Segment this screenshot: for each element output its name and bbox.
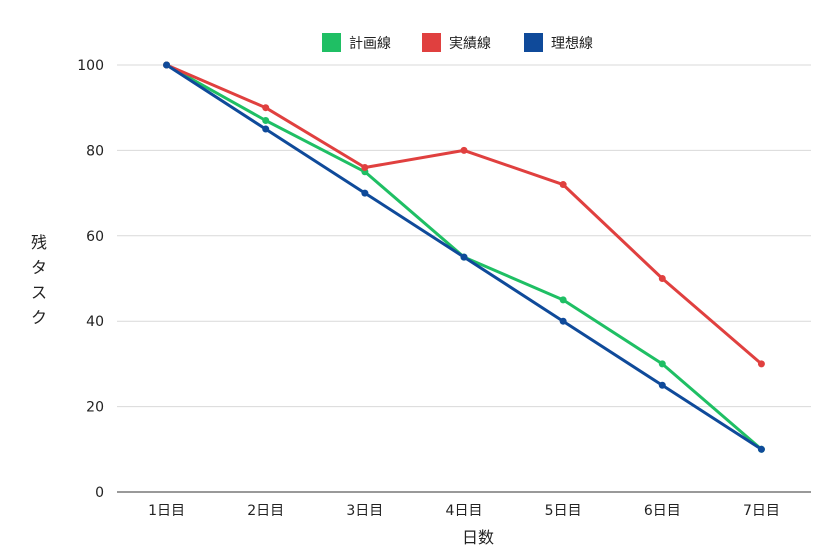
y-axis-ticks: 0 20 40 60 80 100	[77, 58, 104, 501]
y-tick-label: 0	[95, 485, 104, 501]
data-point	[460, 146, 468, 154]
data-point	[262, 104, 270, 112]
legend: 計画線 実績線 理想線	[322, 33, 593, 52]
data-point	[559, 317, 567, 325]
x-tick-label: 5日目	[545, 503, 582, 519]
legend-swatch	[422, 33, 441, 52]
x-tick-label: 7日目	[743, 503, 780, 519]
y-tick-label: 80	[86, 143, 104, 159]
data-point	[658, 381, 666, 389]
gridlines	[117, 64, 811, 408]
y-tick-label: 100	[77, 58, 104, 74]
data-point	[757, 360, 765, 368]
data-point	[658, 275, 666, 282]
y-axis-title-char: ク	[31, 308, 47, 327]
y-tick-label: 40	[86, 314, 104, 330]
x-tick-label: 1日目	[148, 503, 185, 519]
series-line-1	[166, 63, 763, 366]
legend-label: 理想線	[551, 36, 593, 52]
x-tick-label: 2日目	[247, 503, 284, 519]
data-point	[460, 253, 468, 261]
data-point	[658, 360, 666, 368]
data-point	[361, 189, 369, 197]
data-point	[757, 445, 765, 453]
y-axis-title-char: ス	[31, 283, 47, 302]
legend-label: 計画線	[349, 36, 391, 52]
y-tick-label: 20	[86, 400, 104, 416]
data-point	[361, 163, 369, 171]
data-point	[262, 117, 270, 125]
data-point	[163, 61, 171, 69]
y-axis-title-char: タ	[31, 258, 47, 277]
y-tick-label: 60	[86, 229, 104, 245]
data-point	[559, 181, 567, 189]
legend-label: 実績線	[449, 36, 491, 52]
x-tick-label: 6日目	[644, 503, 681, 519]
series-points	[163, 61, 765, 453]
data-point	[559, 296, 567, 304]
x-axis-ticks: 1日目 2日目 3日目 4日目 5日目 6日目 7日目	[148, 503, 780, 519]
legend-swatch	[322, 33, 341, 52]
legend-swatch	[524, 33, 543, 52]
data-point	[262, 125, 270, 133]
x-tick-label: 3日目	[346, 503, 383, 519]
x-axis-title: 日数	[462, 528, 494, 547]
x-tick-label: 4日目	[446, 503, 483, 519]
y-axis-title-char: 残	[31, 233, 47, 252]
